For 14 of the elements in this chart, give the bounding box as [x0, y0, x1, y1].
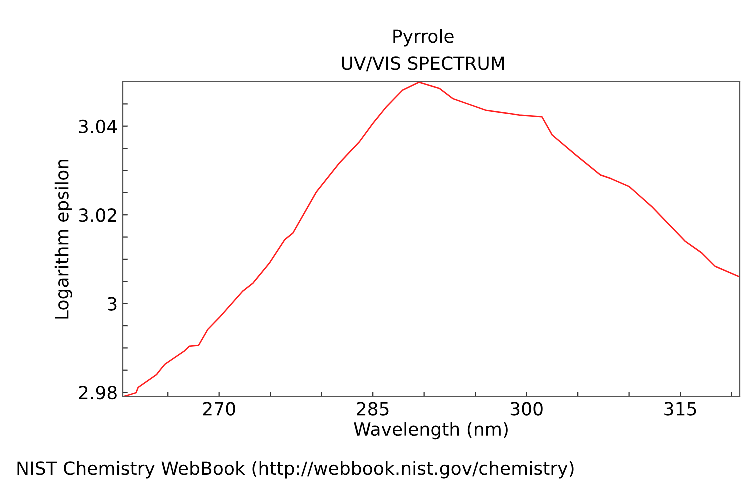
chart-subtitle: UV/VIS SPECTRUM [342, 56, 504, 72]
x-tick-label: 300 [510, 402, 543, 416]
text: NIST Chemistry WebBook (http://webbook.nist.gov/chemistry) [18, 461, 574, 479]
line-series [123, 82, 740, 397]
chart-title: Pyrrole [394, 29, 454, 47]
y-tick-label: 3 [108, 297, 117, 311]
y-tick-label: 3.04 [79, 120, 118, 134]
x-tick-label: 285 [357, 402, 389, 416]
x-tick-label: 315 [664, 402, 696, 416]
x-tick-label: 270 [203, 402, 236, 416]
y-tick-label: 3.02 [79, 208, 116, 222]
y-tick-label: 2.98 [79, 386, 117, 400]
x-axis-title: Wavelength (nm) [354, 422, 508, 440]
y-axis-title: Logarithm epsilon [54, 160, 72, 319]
